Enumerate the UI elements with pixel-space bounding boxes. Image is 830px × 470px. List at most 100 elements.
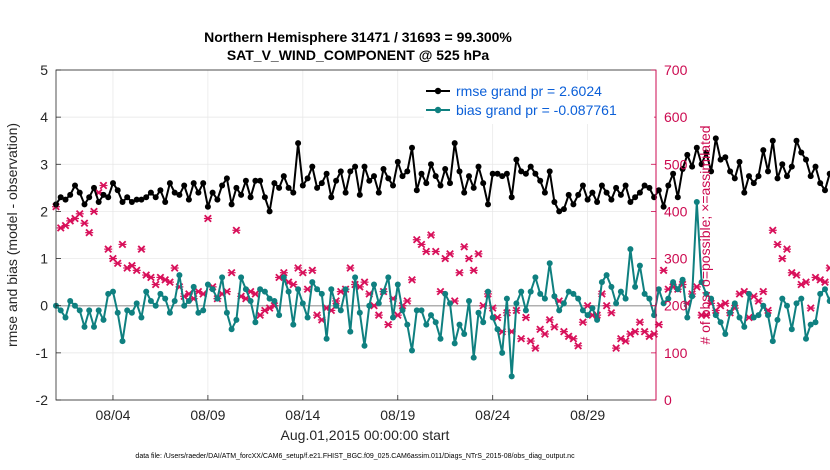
bias-point (314, 286, 321, 293)
bias-point (91, 323, 97, 330)
bias-point (409, 347, 415, 354)
obs-count-point (759, 287, 768, 296)
rmse-point (233, 184, 240, 191)
bias-point (518, 288, 525, 295)
bias-point (822, 286, 828, 293)
rmse-point (280, 173, 287, 180)
bias-point (110, 288, 116, 295)
rmse-point (181, 182, 188, 189)
bias-point (223, 309, 230, 316)
rmse-point (257, 177, 264, 184)
legend-bias-label: bias grand pr = -0.087761 (456, 102, 617, 118)
rmse-point (470, 184, 477, 191)
obs-count-point (521, 313, 530, 322)
obs-count-point (360, 278, 369, 286)
bias-point (784, 302, 790, 309)
rmse-point (822, 187, 828, 194)
rmse-point (793, 137, 800, 144)
bias-point (119, 338, 126, 345)
rmse-point (522, 170, 529, 177)
rmse-point (475, 163, 482, 170)
bias-point (147, 298, 154, 304)
rmse-point (299, 182, 306, 189)
rmse-point (333, 177, 340, 184)
bias-point (807, 321, 814, 328)
rmse-point (817, 180, 824, 187)
y-left-tick-label: -2 (36, 392, 49, 408)
bias-point (166, 309, 173, 316)
bias-point (551, 293, 558, 300)
obs-count-point (165, 278, 174, 286)
obs-count-point (754, 297, 763, 305)
obs-count-point (550, 323, 559, 331)
rmse-point (750, 180, 757, 187)
obs-count-point (612, 344, 621, 352)
bias-point (133, 300, 140, 307)
bias-point (219, 274, 226, 281)
rmse-point (423, 180, 430, 187)
bias-point (689, 293, 696, 300)
rmse-point (195, 189, 202, 196)
rmse-point (72, 182, 78, 189)
bias-point (209, 286, 216, 293)
bias-point (655, 286, 662, 293)
rmse-point (271, 180, 278, 187)
bias-point (276, 312, 283, 319)
obs-count-point (308, 266, 317, 275)
rmse-point (409, 144, 415, 151)
bias-point (352, 274, 359, 281)
y-right-tick-label: 400 (664, 203, 688, 219)
y-left-tick-label: 2 (40, 203, 48, 219)
chart-title-line2: SAT_V_WIND_COMPONENT @ 525 hPa (227, 47, 490, 63)
obs-count-point (621, 337, 630, 345)
y-axis-left-label: rmse and bias (model - observation) (4, 123, 20, 347)
rmse-point (399, 173, 406, 180)
bias-point (124, 307, 131, 314)
bias-point (731, 300, 738, 307)
bias-point (437, 335, 444, 342)
bias-point (138, 314, 145, 321)
rmse-point (418, 170, 425, 177)
y-left-tick-label: 5 (40, 62, 48, 78)
rmse-point (736, 158, 743, 165)
bias-point (242, 286, 249, 293)
obs-count-point (75, 209, 84, 218)
rmse-point (537, 177, 544, 184)
rmse-point (693, 144, 700, 151)
rmse-point (76, 189, 83, 196)
rmse-point (119, 199, 126, 205)
bias-point (451, 340, 458, 347)
bias-point (399, 307, 406, 314)
rmse-point (589, 189, 596, 196)
rmse-point (380, 166, 387, 172)
rmse-point (698, 161, 705, 168)
bias-point (560, 300, 567, 307)
rmse-point (371, 173, 377, 180)
obs-count-point (137, 245, 146, 253)
bias-point (765, 312, 771, 319)
bias-point (579, 307, 586, 314)
rmse-point (114, 187, 121, 194)
bias-point (333, 302, 340, 309)
bias-point (817, 290, 824, 297)
rmse-point (807, 173, 814, 180)
bias-point (423, 321, 430, 328)
bias-point (328, 286, 335, 293)
x-tick-label: 08/09 (190, 407, 225, 423)
rmse-point (394, 158, 401, 165)
rmse-point (124, 194, 131, 201)
rmse-point (627, 199, 634, 205)
bias-point (527, 288, 534, 295)
rmse-point (784, 173, 790, 180)
rmse-point (679, 166, 686, 172)
rmse-point (238, 191, 245, 198)
bias-line (55, 201, 830, 378)
rmse-point (565, 191, 572, 198)
rmse-point (385, 175, 392, 182)
obs-count-point (408, 275, 417, 284)
bias-point (665, 295, 672, 302)
data-file-footer: data file: /Users/raeder/DAI/ATM_forcXX/… (135, 453, 575, 460)
obs-count-point (374, 311, 383, 319)
bias-point (447, 300, 453, 307)
y-axis-right-label: # of obs: o=possible; ×=assimilated (697, 125, 713, 344)
